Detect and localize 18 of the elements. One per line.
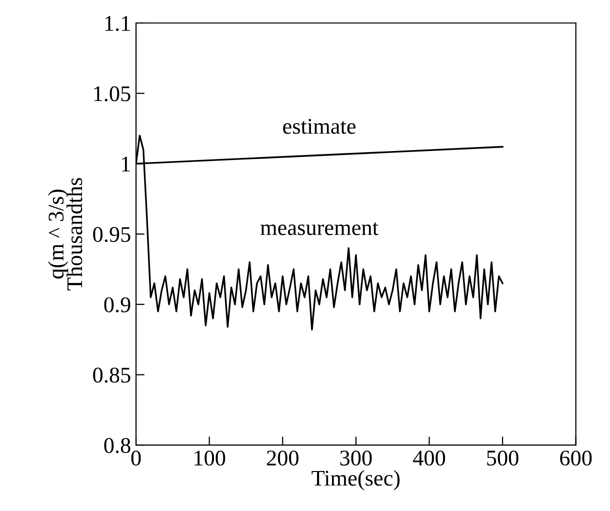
x-tick-label: 500 (487, 450, 518, 466)
y-tick-label: 1.1 (105, 16, 130, 32)
x-tick-label: 100 (194, 450, 226, 466)
y-tick-label: 0.85 (93, 368, 130, 383)
x-tick-label: 200 (266, 450, 298, 466)
y-tick-label: 1.05 (94, 86, 130, 102)
x-tick-label: 300 (340, 450, 372, 466)
y-tick-label: 0.9 (104, 297, 130, 312)
y-tick-label: 0.8 (104, 438, 130, 454)
x-tick-label: 400 (413, 450, 446, 466)
y-axis-title: q(m ^ 3/s) Thousandths (48, 178, 82, 290)
series-label: estimate (283, 118, 356, 134)
series-label: measurement (260, 222, 378, 236)
x-tick-label: 600 (560, 450, 592, 466)
x-tick-label: 0 (131, 450, 141, 466)
y-tick-label: 1 (122, 156, 130, 172)
x-axis-title: Time(sec) (312, 470, 400, 490)
y-tick-label: 0.95 (93, 226, 130, 242)
